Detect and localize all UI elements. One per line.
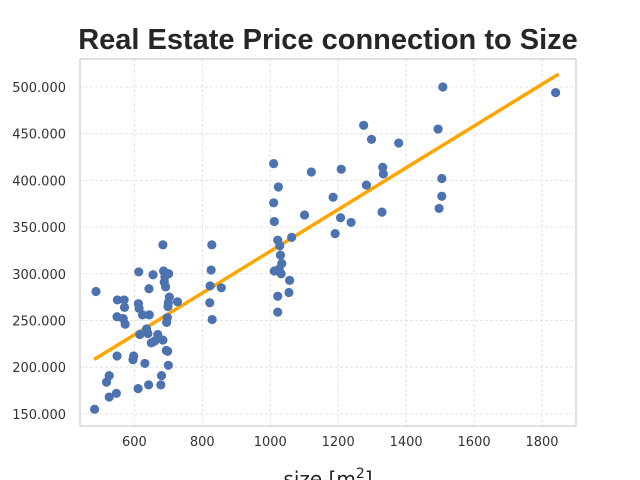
x-tick-label: 800 bbox=[190, 435, 215, 450]
data-point bbox=[273, 182, 283, 192]
data-point bbox=[437, 173, 447, 184]
data-point bbox=[366, 134, 377, 144]
data-point bbox=[437, 191, 447, 201]
data-point bbox=[158, 335, 168, 345]
y-tick-label: 450.000 bbox=[12, 128, 66, 143]
x-tick-label: 1600 bbox=[458, 435, 491, 450]
x-tick-label: 1800 bbox=[525, 435, 558, 450]
data-point bbox=[112, 351, 122, 361]
data-point bbox=[438, 82, 448, 92]
data-point bbox=[330, 229, 340, 239]
x-axis-label-end: ] bbox=[365, 467, 373, 480]
tick-labels: 600 800 1000 1200 1400 1600 1800 150.000 200.000… bbox=[12, 81, 558, 450]
data-point bbox=[172, 297, 183, 307]
data-point bbox=[119, 295, 129, 305]
data-point bbox=[104, 370, 114, 381]
regression-line bbox=[93, 73, 560, 361]
data-point bbox=[275, 241, 285, 251]
data-point bbox=[90, 404, 100, 414]
data-point bbox=[328, 192, 338, 202]
data-point bbox=[164, 269, 174, 279]
x-axis-label: size [m2] bbox=[283, 466, 372, 480]
chart-title: Real Estate Price connection to Size bbox=[78, 24, 578, 56]
data-point bbox=[135, 329, 145, 340]
data-point bbox=[104, 392, 114, 402]
data-point bbox=[143, 328, 153, 339]
data-point bbox=[205, 298, 215, 308]
data-point bbox=[269, 198, 279, 208]
data-point bbox=[206, 265, 216, 275]
data-point bbox=[162, 313, 172, 323]
grid-lines bbox=[80, 59, 576, 426]
data-point bbox=[275, 250, 286, 260]
data-point bbox=[273, 307, 283, 317]
data-point bbox=[156, 370, 167, 381]
x-tick-label: 1200 bbox=[322, 435, 355, 450]
data-point bbox=[287, 232, 297, 242]
data-point bbox=[361, 180, 371, 190]
data-point bbox=[269, 216, 279, 227]
data-point bbox=[144, 380, 154, 390]
data-point bbox=[277, 258, 287, 269]
data-point bbox=[346, 217, 356, 228]
y-tick-label: 250.000 bbox=[12, 314, 66, 329]
data-point bbox=[335, 213, 346, 223]
data-point bbox=[433, 124, 443, 134]
data-point bbox=[306, 167, 316, 177]
data-point bbox=[111, 388, 121, 398]
data-point bbox=[434, 203, 444, 214]
data-point bbox=[137, 310, 148, 320]
data-point bbox=[91, 286, 101, 297]
data-points bbox=[90, 82, 561, 414]
y-tick-label: 350.000 bbox=[12, 221, 66, 236]
data-point bbox=[394, 138, 404, 148]
data-point bbox=[133, 384, 143, 394]
data-point bbox=[140, 358, 150, 369]
data-point bbox=[119, 302, 130, 313]
data-point bbox=[120, 319, 130, 329]
y-tick-label: 300.000 bbox=[12, 268, 66, 283]
data-point bbox=[207, 314, 217, 325]
data-point bbox=[205, 281, 215, 291]
data-point bbox=[163, 346, 173, 356]
y-tick-label: 200.000 bbox=[12, 361, 66, 376]
plot-frame bbox=[79, 58, 577, 427]
x-tick-label: 600 bbox=[122, 435, 147, 450]
data-point bbox=[129, 351, 139, 361]
data-point bbox=[299, 210, 310, 220]
data-point bbox=[144, 310, 154, 320]
data-point bbox=[144, 284, 154, 294]
data-point bbox=[551, 88, 561, 98]
data-point bbox=[276, 269, 286, 279]
data-point bbox=[359, 120, 369, 130]
data-point bbox=[207, 240, 217, 250]
data-point bbox=[377, 207, 387, 217]
data-point bbox=[156, 380, 166, 390]
data-point bbox=[269, 158, 279, 169]
data-point bbox=[112, 295, 122, 305]
y-tick-label: 150.000 bbox=[12, 408, 66, 423]
data-point bbox=[161, 282, 171, 292]
data-point bbox=[273, 291, 283, 301]
regression-line-layer bbox=[93, 73, 560, 361]
data-point bbox=[158, 240, 168, 250]
data-point bbox=[336, 164, 346, 174]
data-point bbox=[284, 287, 294, 298]
data-point bbox=[134, 267, 144, 277]
x-axis-label-base: size [m bbox=[283, 467, 355, 480]
x-tick-label: 1000 bbox=[254, 435, 287, 450]
data-point bbox=[216, 283, 226, 293]
x-tick-label: 1400 bbox=[390, 435, 423, 450]
data-point bbox=[378, 169, 388, 179]
y-tick-label: 400.000 bbox=[12, 174, 66, 189]
data-point bbox=[285, 275, 295, 285]
data-point bbox=[163, 360, 173, 370]
x-axis-label-superscript: 2 bbox=[356, 466, 365, 480]
data-point bbox=[164, 292, 174, 302]
y-tick-label: 500.000 bbox=[12, 81, 66, 96]
data-point bbox=[148, 270, 158, 280]
